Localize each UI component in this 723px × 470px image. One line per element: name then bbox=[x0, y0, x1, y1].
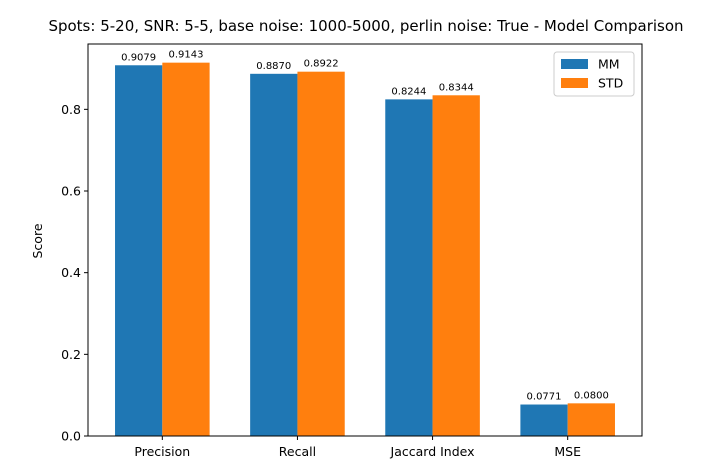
y-tick-label-3: 0.6 bbox=[61, 184, 81, 199]
data-label-std-3: 0.0800 bbox=[574, 390, 609, 401]
legend-swatch-mm bbox=[561, 59, 588, 69]
data-label-std-1: 0.8922 bbox=[304, 59, 339, 70]
y-tick-label-4: 0.8 bbox=[61, 102, 81, 117]
plot-area: 0.9079 0.8870 0.8244 0.0771 0.9143 0.8922 0.83… bbox=[61, 43, 643, 459]
bar-std-1 bbox=[297, 71, 345, 436]
y-tick-label-0: 0.0 bbox=[61, 429, 81, 444]
x-tick-label-1: Recall bbox=[279, 444, 316, 459]
bar-mm-2 bbox=[385, 99, 433, 437]
legend-label-mm: MM bbox=[598, 57, 620, 72]
bar-mm-1 bbox=[250, 73, 298, 436]
y-tick-label-1: 0.2 bbox=[61, 347, 81, 362]
data-label-std-0: 0.9143 bbox=[168, 50, 203, 61]
data-label-mm-0: 0.9079 bbox=[121, 52, 156, 63]
chart-title: Spots: 5-20, SNR: 5-5, base noise: 1000-… bbox=[48, 17, 683, 35]
x-tick-label-0: Precision bbox=[134, 444, 190, 459]
bar-std-0 bbox=[162, 62, 210, 437]
data-label-mm-3: 0.0771 bbox=[527, 392, 562, 403]
axes-frame bbox=[87, 43, 643, 437]
bar-std-3 bbox=[567, 403, 615, 436]
x-tick-label-3: MSE bbox=[554, 444, 581, 459]
legend-swatch-std bbox=[561, 78, 588, 88]
data-label-mm-2: 0.8244 bbox=[391, 86, 426, 97]
data-label-std-2: 0.8344 bbox=[439, 82, 474, 93]
bar-mm-0 bbox=[115, 65, 163, 436]
bar-std-2 bbox=[432, 95, 480, 436]
y-tick-label-2: 0.4 bbox=[61, 265, 81, 280]
x-tick-label-2: Jaccard Index bbox=[390, 444, 475, 459]
legend-label-std: STD bbox=[598, 76, 623, 91]
bar-mm-3 bbox=[520, 404, 568, 436]
data-label-mm-1: 0.8870 bbox=[256, 61, 291, 72]
y-axis-label: Score bbox=[30, 223, 45, 258]
legend: MM STD bbox=[553, 51, 635, 97]
